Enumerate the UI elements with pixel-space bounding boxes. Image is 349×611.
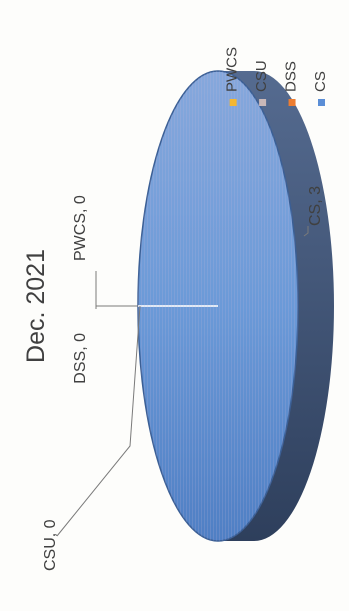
pie-texture [138,71,298,541]
data-label-cs: CS, 3 [307,186,324,226]
leader-line-csu [56,305,141,537]
legend-label-dss: DSS [283,61,300,92]
data-label-csu: CSU, 0 [42,519,59,571]
data-label-pwcs: PWCS, 0 [72,195,89,261]
legend-swatch-csu [259,99,267,106]
legend-label-csu: CSU [253,60,270,92]
chart-title: Dec. 2021 [22,249,50,363]
legend-swatch-pwcs [229,99,237,106]
pie-body [137,70,334,542]
legend-swatch-cs [318,99,325,106]
data-label-dss: DSS, 0 [72,333,89,384]
legend: CS DSS CSU PWCS [224,47,329,106]
pie-side-edge [218,71,334,541]
legend-label-cs: CS [312,71,329,92]
leader-line-pwcs [95,271,138,307]
data-labels: DSS, 0 PWCS, 0 CSU, 0 CS, 3 [42,186,324,571]
legend-swatch-dss [288,99,296,106]
legend-label-pwcs: PWCS [224,47,241,92]
leader-line-cs [303,226,309,237]
